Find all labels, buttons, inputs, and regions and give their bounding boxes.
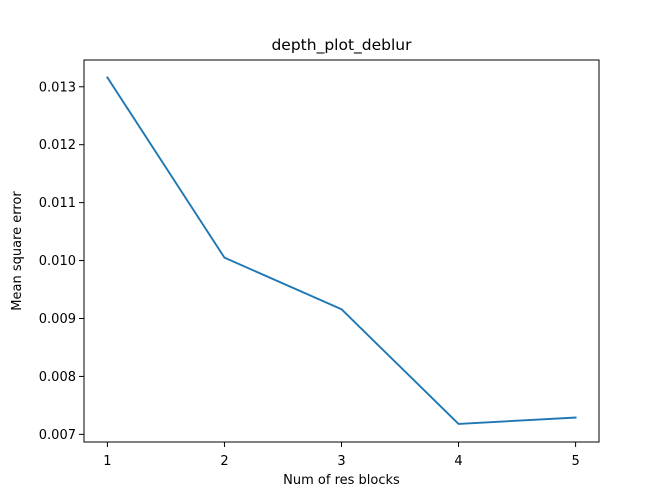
y-tick-label: 0.011 bbox=[39, 196, 76, 211]
x-tick-label: 5 bbox=[571, 454, 579, 469]
ticks-layer: 1 2 3 4 5 0.007 0.008 0.009 0.010 0.011 0.012 0.013 bbox=[39, 80, 580, 469]
y-tick-label: 0.013 bbox=[39, 80, 76, 95]
x-axis-label: Num of res blocks bbox=[283, 473, 400, 488]
chart-title: depth_plot_deblur bbox=[271, 36, 412, 55]
y-tick-label: 0.007 bbox=[39, 428, 76, 443]
y-axis-label: Mean square error bbox=[10, 191, 25, 311]
x-tick-label: 2 bbox=[220, 454, 228, 469]
y-tick-label: 0.009 bbox=[39, 312, 76, 327]
y-tick-label: 0.012 bbox=[39, 138, 76, 153]
x-tick-label: 4 bbox=[454, 454, 462, 469]
plot-area-frame bbox=[83, 59, 600, 443]
y-tick-label: 0.008 bbox=[39, 370, 76, 385]
x-tick-label: 3 bbox=[337, 454, 345, 469]
y-tick-label: 0.010 bbox=[39, 254, 76, 269]
series-line bbox=[106, 76, 577, 425]
x-tick-label: 1 bbox=[103, 454, 111, 469]
